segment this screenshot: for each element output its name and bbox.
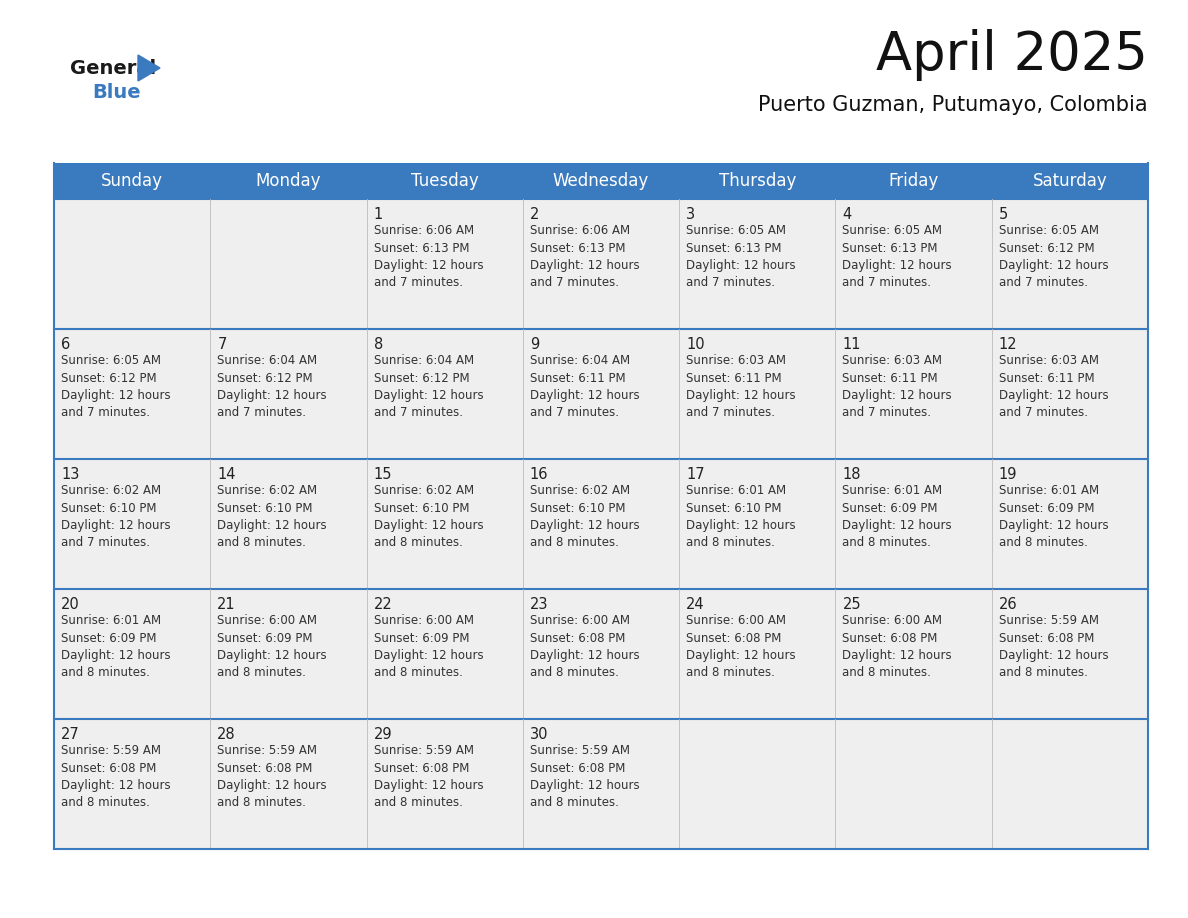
- Text: Sunday: Sunday: [101, 172, 163, 190]
- Text: 15: 15: [373, 467, 392, 482]
- Text: 26: 26: [999, 597, 1017, 612]
- Text: Sunrise: 6:01 AM
Sunset: 6:10 PM
Daylight: 12 hours
and 8 minutes.: Sunrise: 6:01 AM Sunset: 6:10 PM Dayligh…: [687, 484, 796, 550]
- Text: 22: 22: [373, 597, 392, 612]
- Text: 17: 17: [687, 467, 704, 482]
- Text: Sunrise: 5:59 AM
Sunset: 6:08 PM
Daylight: 12 hours
and 8 minutes.: Sunrise: 5:59 AM Sunset: 6:08 PM Dayligh…: [61, 744, 171, 810]
- Text: Sunrise: 5:59 AM
Sunset: 6:08 PM
Daylight: 12 hours
and 8 minutes.: Sunrise: 5:59 AM Sunset: 6:08 PM Dayligh…: [373, 744, 484, 810]
- Text: 28: 28: [217, 727, 236, 742]
- Text: 7: 7: [217, 337, 227, 352]
- Text: Sunrise: 6:01 AM
Sunset: 6:09 PM
Daylight: 12 hours
and 8 minutes.: Sunrise: 6:01 AM Sunset: 6:09 PM Dayligh…: [61, 614, 171, 679]
- Text: 29: 29: [373, 727, 392, 742]
- Text: Sunrise: 5:59 AM
Sunset: 6:08 PM
Daylight: 12 hours
and 8 minutes.: Sunrise: 5:59 AM Sunset: 6:08 PM Dayligh…: [999, 614, 1108, 679]
- Text: 12: 12: [999, 337, 1017, 352]
- Text: 11: 11: [842, 337, 861, 352]
- Text: 3: 3: [687, 207, 695, 222]
- Text: 18: 18: [842, 467, 861, 482]
- Text: General: General: [70, 59, 156, 77]
- Text: Sunrise: 6:03 AM
Sunset: 6:11 PM
Daylight: 12 hours
and 7 minutes.: Sunrise: 6:03 AM Sunset: 6:11 PM Dayligh…: [999, 354, 1108, 420]
- Bar: [53, 459, 1148, 589]
- Text: 30: 30: [530, 727, 549, 742]
- Text: 5: 5: [999, 207, 1007, 222]
- Text: 27: 27: [61, 727, 80, 742]
- Text: Sunrise: 6:05 AM
Sunset: 6:13 PM
Daylight: 12 hours
and 7 minutes.: Sunrise: 6:05 AM Sunset: 6:13 PM Dayligh…: [687, 224, 796, 289]
- Text: 20: 20: [61, 597, 80, 612]
- Text: Blue: Blue: [91, 83, 140, 102]
- Text: Sunrise: 6:04 AM
Sunset: 6:12 PM
Daylight: 12 hours
and 7 minutes.: Sunrise: 6:04 AM Sunset: 6:12 PM Dayligh…: [217, 354, 327, 420]
- Text: 16: 16: [530, 467, 549, 482]
- Text: Thursday: Thursday: [719, 172, 796, 190]
- Text: Sunrise: 6:00 AM
Sunset: 6:09 PM
Daylight: 12 hours
and 8 minutes.: Sunrise: 6:00 AM Sunset: 6:09 PM Dayligh…: [217, 614, 327, 679]
- Text: Sunrise: 6:03 AM
Sunset: 6:11 PM
Daylight: 12 hours
and 7 minutes.: Sunrise: 6:03 AM Sunset: 6:11 PM Dayligh…: [687, 354, 796, 420]
- Text: Sunrise: 6:03 AM
Sunset: 6:11 PM
Daylight: 12 hours
and 7 minutes.: Sunrise: 6:03 AM Sunset: 6:11 PM Dayligh…: [842, 354, 952, 420]
- Polygon shape: [138, 55, 160, 81]
- Text: Sunrise: 6:02 AM
Sunset: 6:10 PM
Daylight: 12 hours
and 8 minutes.: Sunrise: 6:02 AM Sunset: 6:10 PM Dayligh…: [373, 484, 484, 550]
- Text: 4: 4: [842, 207, 852, 222]
- Text: Wednesday: Wednesday: [552, 172, 649, 190]
- Text: 8: 8: [373, 337, 383, 352]
- Bar: [53, 329, 1148, 459]
- Text: 1: 1: [373, 207, 383, 222]
- Text: Sunrise: 6:00 AM
Sunset: 6:09 PM
Daylight: 12 hours
and 8 minutes.: Sunrise: 6:00 AM Sunset: 6:09 PM Dayligh…: [373, 614, 484, 679]
- Text: 13: 13: [61, 467, 80, 482]
- Text: Sunrise: 6:01 AM
Sunset: 6:09 PM
Daylight: 12 hours
and 8 minutes.: Sunrise: 6:01 AM Sunset: 6:09 PM Dayligh…: [842, 484, 952, 550]
- Text: 19: 19: [999, 467, 1017, 482]
- Text: Sunrise: 6:01 AM
Sunset: 6:09 PM
Daylight: 12 hours
and 8 minutes.: Sunrise: 6:01 AM Sunset: 6:09 PM Dayligh…: [999, 484, 1108, 550]
- Text: Puerto Guzman, Putumayo, Colombia: Puerto Guzman, Putumayo, Colombia: [758, 95, 1148, 115]
- Bar: [53, 589, 1148, 719]
- Text: Sunrise: 6:02 AM
Sunset: 6:10 PM
Daylight: 12 hours
and 7 minutes.: Sunrise: 6:02 AM Sunset: 6:10 PM Dayligh…: [61, 484, 171, 550]
- Text: Sunrise: 6:00 AM
Sunset: 6:08 PM
Daylight: 12 hours
and 8 minutes.: Sunrise: 6:00 AM Sunset: 6:08 PM Dayligh…: [530, 614, 639, 679]
- Text: 24: 24: [687, 597, 704, 612]
- Text: Sunrise: 5:59 AM
Sunset: 6:08 PM
Daylight: 12 hours
and 8 minutes.: Sunrise: 5:59 AM Sunset: 6:08 PM Dayligh…: [217, 744, 327, 810]
- Text: Monday: Monday: [255, 172, 321, 190]
- Text: 21: 21: [217, 597, 236, 612]
- Text: Sunrise: 6:02 AM
Sunset: 6:10 PM
Daylight: 12 hours
and 8 minutes.: Sunrise: 6:02 AM Sunset: 6:10 PM Dayligh…: [217, 484, 327, 550]
- Bar: [53, 199, 1148, 329]
- Text: Sunrise: 6:05 AM
Sunset: 6:12 PM
Daylight: 12 hours
and 7 minutes.: Sunrise: 6:05 AM Sunset: 6:12 PM Dayligh…: [999, 224, 1108, 289]
- Text: Tuesday: Tuesday: [411, 172, 479, 190]
- Bar: [53, 719, 1148, 849]
- Text: Sunrise: 6:00 AM
Sunset: 6:08 PM
Daylight: 12 hours
and 8 minutes.: Sunrise: 6:00 AM Sunset: 6:08 PM Dayligh…: [842, 614, 952, 679]
- Text: Sunrise: 6:06 AM
Sunset: 6:13 PM
Daylight: 12 hours
and 7 minutes.: Sunrise: 6:06 AM Sunset: 6:13 PM Dayligh…: [530, 224, 639, 289]
- Text: Friday: Friday: [889, 172, 939, 190]
- Text: Sunrise: 6:05 AM
Sunset: 6:13 PM
Daylight: 12 hours
and 7 minutes.: Sunrise: 6:05 AM Sunset: 6:13 PM Dayligh…: [842, 224, 952, 289]
- Bar: [53, 163, 1148, 199]
- Text: Sunrise: 6:04 AM
Sunset: 6:12 PM
Daylight: 12 hours
and 7 minutes.: Sunrise: 6:04 AM Sunset: 6:12 PM Dayligh…: [373, 354, 484, 420]
- Text: 23: 23: [530, 597, 549, 612]
- Text: 25: 25: [842, 597, 861, 612]
- Text: Sunrise: 6:02 AM
Sunset: 6:10 PM
Daylight: 12 hours
and 8 minutes.: Sunrise: 6:02 AM Sunset: 6:10 PM Dayligh…: [530, 484, 639, 550]
- Text: 6: 6: [61, 337, 70, 352]
- Text: 9: 9: [530, 337, 539, 352]
- Text: 14: 14: [217, 467, 235, 482]
- Text: Saturday: Saturday: [1032, 172, 1107, 190]
- Text: Sunrise: 6:05 AM
Sunset: 6:12 PM
Daylight: 12 hours
and 7 minutes.: Sunrise: 6:05 AM Sunset: 6:12 PM Dayligh…: [61, 354, 171, 420]
- Text: 2: 2: [530, 207, 539, 222]
- Text: April 2025: April 2025: [876, 29, 1148, 81]
- Text: Sunrise: 6:00 AM
Sunset: 6:08 PM
Daylight: 12 hours
and 8 minutes.: Sunrise: 6:00 AM Sunset: 6:08 PM Dayligh…: [687, 614, 796, 679]
- Text: 10: 10: [687, 337, 704, 352]
- Text: Sunrise: 6:06 AM
Sunset: 6:13 PM
Daylight: 12 hours
and 7 minutes.: Sunrise: 6:06 AM Sunset: 6:13 PM Dayligh…: [373, 224, 484, 289]
- Text: Sunrise: 6:04 AM
Sunset: 6:11 PM
Daylight: 12 hours
and 7 minutes.: Sunrise: 6:04 AM Sunset: 6:11 PM Dayligh…: [530, 354, 639, 420]
- Text: Sunrise: 5:59 AM
Sunset: 6:08 PM
Daylight: 12 hours
and 8 minutes.: Sunrise: 5:59 AM Sunset: 6:08 PM Dayligh…: [530, 744, 639, 810]
